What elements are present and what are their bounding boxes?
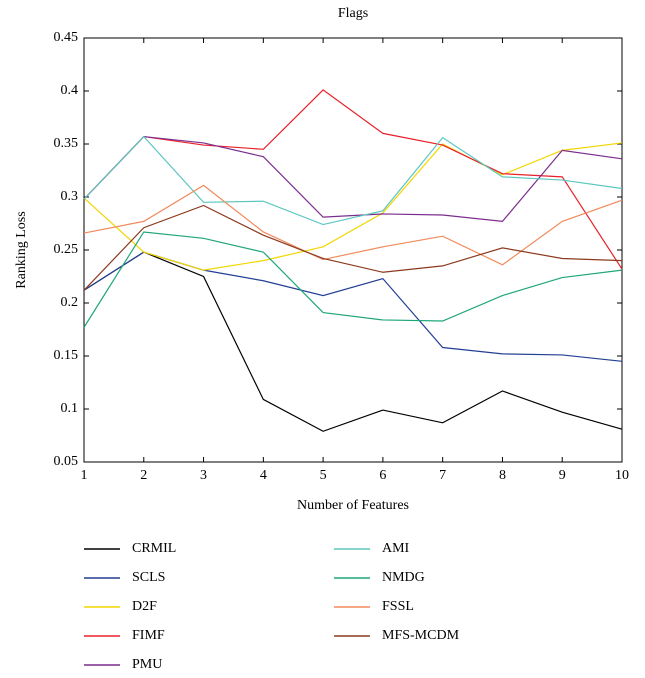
series-line: [83, 135, 623, 226]
series-line: [83, 89, 623, 270]
series-line: [83, 204, 623, 291]
series-line: [83, 251, 623, 432]
plot-frame: [83, 37, 623, 463]
x-tick-label: 9: [559, 468, 566, 483]
legend-label: AMI: [382, 541, 410, 556]
y-tick-label: 0.35: [54, 136, 79, 151]
series-line: [83, 184, 623, 266]
legend-label: FSSL: [382, 599, 414, 614]
y-tick-label: 0.3: [61, 189, 79, 204]
series-line: [83, 251, 623, 362]
y-tick-label: 0.15: [54, 348, 79, 363]
series-line: [83, 135, 623, 223]
x-tick-label: 3: [200, 468, 207, 483]
x-tick-label: 4: [260, 468, 267, 483]
chart-title: Flags: [338, 6, 368, 21]
y-tick-label: 0.25: [54, 242, 79, 257]
x-tick-label: 5: [320, 468, 327, 483]
y-tick-label: 0.1: [61, 401, 79, 416]
x-tick-label: 7: [439, 468, 446, 483]
legend-label: D2F: [132, 599, 157, 614]
y-tick-label: 0.2: [61, 295, 79, 310]
legend-label: CRMIL: [132, 541, 176, 556]
y-tick-label: 0.05: [54, 454, 79, 469]
x-tick-label: 2: [140, 468, 147, 483]
x-axis-label: Number of Features: [297, 498, 409, 513]
y-tick-label: 0.45: [54, 30, 79, 45]
series-line: [83, 231, 623, 328]
x-tick-label: 10: [615, 468, 629, 483]
legend-label: NMDG: [382, 570, 425, 585]
series-line: [83, 142, 623, 271]
legend-label: PMU: [132, 657, 162, 672]
y-axis-label: Ranking Loss: [14, 211, 29, 288]
legend-label: FIMF: [132, 628, 165, 643]
x-tick-label: 6: [379, 468, 386, 483]
y-tick-label: 0.4: [61, 83, 79, 98]
legend-label: MFS-MCDM: [382, 628, 460, 643]
x-tick-label: 1: [81, 468, 88, 483]
legend-label: SCLS: [132, 570, 165, 585]
x-tick-label: 8: [499, 468, 506, 483]
